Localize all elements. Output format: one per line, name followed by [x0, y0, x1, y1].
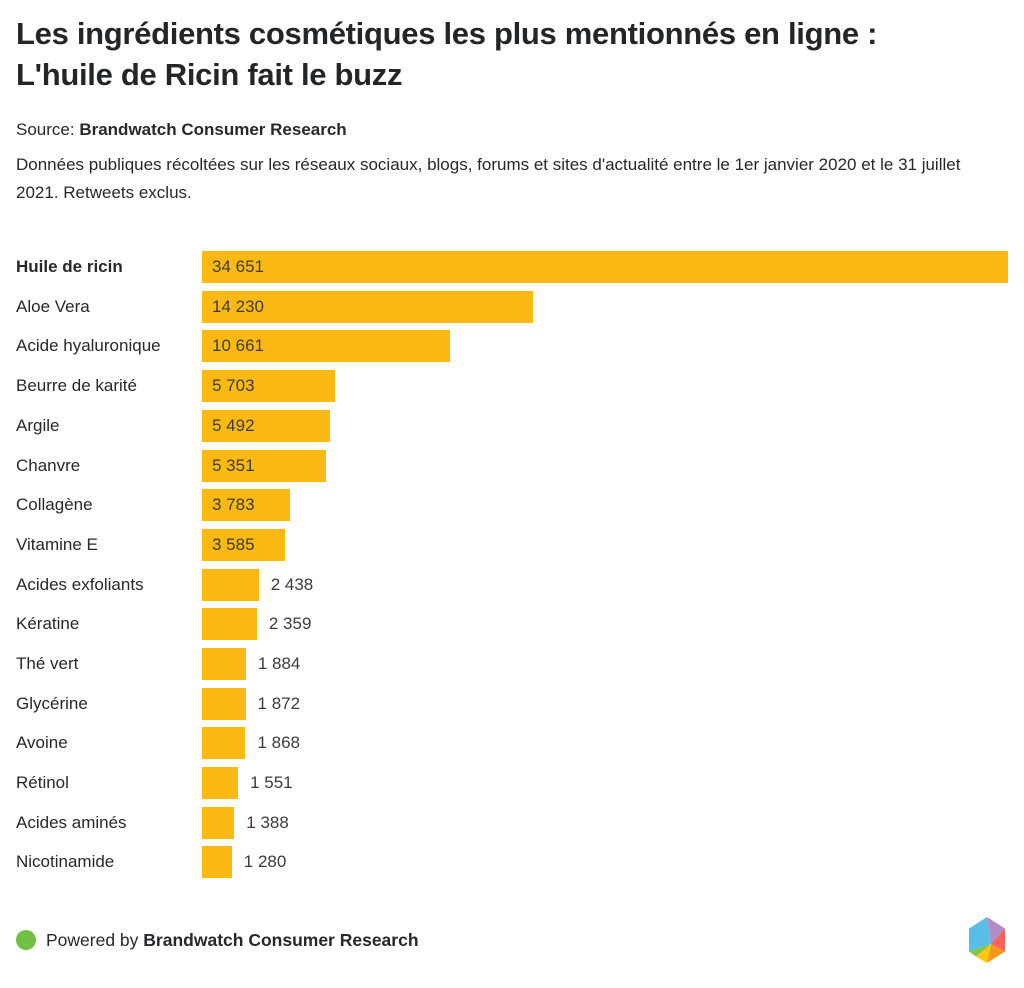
category-label: Huile de ricin — [16, 257, 123, 277]
chart-row: Chanvre 5 351 — [16, 446, 1008, 486]
value-label: 2 438 — [270, 574, 314, 594]
category-label: Nicotinamide — [16, 852, 115, 872]
chart-row: Aloe Vera 14 230 — [16, 287, 1008, 327]
bar — [202, 727, 246, 760]
value-label: 34 651 — [212, 257, 264, 277]
chart-row: Avoine 1 868 — [16, 724, 1008, 764]
bar-track: 2 359 — [202, 608, 1008, 641]
category-label: Argile — [16, 415, 60, 435]
chart-row: Collagène 3 783 — [16, 485, 1008, 525]
chart-row: Thé vert 1 884 — [16, 644, 1008, 684]
bar-track: 3 783 — [202, 489, 1008, 522]
bar: 14 230 — [202, 290, 533, 323]
powered-by-text: Powered by Brandwatch Consumer Research — [46, 930, 419, 951]
bar: 5 351 — [202, 449, 327, 482]
category-label: Avoine — [16, 733, 68, 753]
bar-track: 10 661 — [202, 330, 1008, 363]
value-label: 1 868 — [257, 733, 300, 753]
bar-track: 1 872 — [202, 687, 1008, 720]
category-label: Collagène — [16, 495, 93, 515]
chart-row: Beurre de karité 5 703 — [16, 366, 1008, 406]
value-label: 5 492 — [212, 415, 255, 435]
category-label: Chanvre — [16, 455, 81, 475]
bar-track: 1 551 — [202, 767, 1008, 800]
bar: 3 585 — [202, 528, 286, 561]
bar: 5 492 — [202, 409, 330, 442]
category-label: Acides exfoliants — [16, 574, 144, 594]
value-label: 14 230 — [212, 296, 264, 316]
bar: 3 783 — [202, 489, 290, 522]
chart-row: Acides aminés 1 388 — [16, 803, 1008, 843]
category-label: Vitamine E — [16, 534, 98, 554]
category-label: Acide hyaluronique — [16, 336, 161, 356]
bar-track: 34 651 — [202, 251, 1008, 284]
bar-track: 3 585 — [202, 528, 1008, 561]
bar-track: 1 280 — [202, 846, 1008, 879]
value-label: 1 280 — [243, 852, 287, 872]
value-label: 1 388 — [246, 812, 289, 832]
chart-row: Glycérine 1 872 — [16, 684, 1008, 724]
category-label: Rétinol — [16, 773, 69, 793]
bar-track: 1 884 — [202, 647, 1008, 680]
category-label: Aloe Vera — [16, 296, 90, 316]
powered-by-brand: Brandwatch Consumer Research — [143, 929, 419, 950]
bar: 34 651 — [202, 251, 1008, 284]
powered-by-label: Powered by — [46, 929, 139, 950]
chart-row: Vitamine E 3 585 — [16, 525, 1008, 565]
value-label: 3 585 — [212, 534, 255, 554]
value-label: 3 783 — [212, 495, 255, 515]
bar: 5 703 — [202, 370, 335, 403]
value-label: 5 703 — [212, 376, 255, 396]
bar — [202, 806, 235, 839]
chart-row: Argile 5 492 — [16, 406, 1008, 446]
bar-track: 1 868 — [202, 727, 1008, 760]
footer: Powered by Brandwatch Consumer Research — [16, 914, 1008, 966]
source-line: Source: Brandwatch Consumer Research — [16, 120, 1008, 140]
bar — [202, 767, 239, 800]
bar-track: 2 438 — [202, 568, 1008, 601]
bar-track: 5 492 — [202, 409, 1008, 442]
value-label: 1 872 — [257, 693, 301, 713]
value-label: 1 551 — [250, 773, 293, 793]
value-label: 5 351 — [212, 455, 255, 475]
bar — [202, 846, 232, 879]
chart-description: Données publiques récoltées sur les rése… — [16, 154, 961, 203]
bar-track: 5 351 — [202, 449, 1008, 482]
chart-row: Huile de ricin 34 651 — [16, 247, 1008, 287]
value-label: 1 884 — [257, 653, 301, 673]
bar — [202, 687, 246, 720]
value-label: 10 661 — [212, 336, 264, 356]
page-title: Les ingrédients cosmétiques les plus men… — [16, 16, 878, 92]
chart-row: Rétinol 1 551 — [16, 763, 1008, 803]
bar-chart: Huile de ricin 34 651 Aloe Vera 14 230 Acide… — [16, 247, 1008, 882]
bar-track: 1 388 — [202, 806, 1008, 839]
category-label: Beurre de karité — [16, 376, 137, 396]
source-value: Brandwatch Consumer Research — [79, 119, 347, 139]
brandwatch-dot-icon — [16, 930, 36, 951]
bar-track: 5 703 — [202, 370, 1008, 403]
chart-row: Acide hyaluronique 10 661 — [16, 327, 1008, 367]
bar — [202, 608, 257, 641]
value-label: 2 359 — [268, 614, 312, 634]
chart-row: Acides exfoliants 2 438 — [16, 565, 1008, 605]
bar — [202, 647, 246, 680]
bar — [202, 568, 259, 601]
chart-row: Kératine 2 359 — [16, 604, 1008, 644]
source-label: Source: — [16, 119, 75, 139]
chart-row: Nicotinamide 1 280 — [16, 843, 1008, 883]
category-label: Acides aminés — [16, 812, 127, 832]
powered-by-line: Powered by Brandwatch Consumer Research — [16, 930, 419, 951]
bar: 10 661 — [202, 330, 450, 363]
page: Les ingrédients cosmétiques les plus men… — [0, 14, 1024, 966]
bar-track: 14 230 — [202, 290, 1008, 323]
category-label: Glycérine — [16, 693, 88, 713]
category-label: Kératine — [16, 614, 80, 634]
brandwatch-gem-icon[interactable] — [966, 916, 1008, 964]
category-label: Thé vert — [16, 653, 79, 673]
